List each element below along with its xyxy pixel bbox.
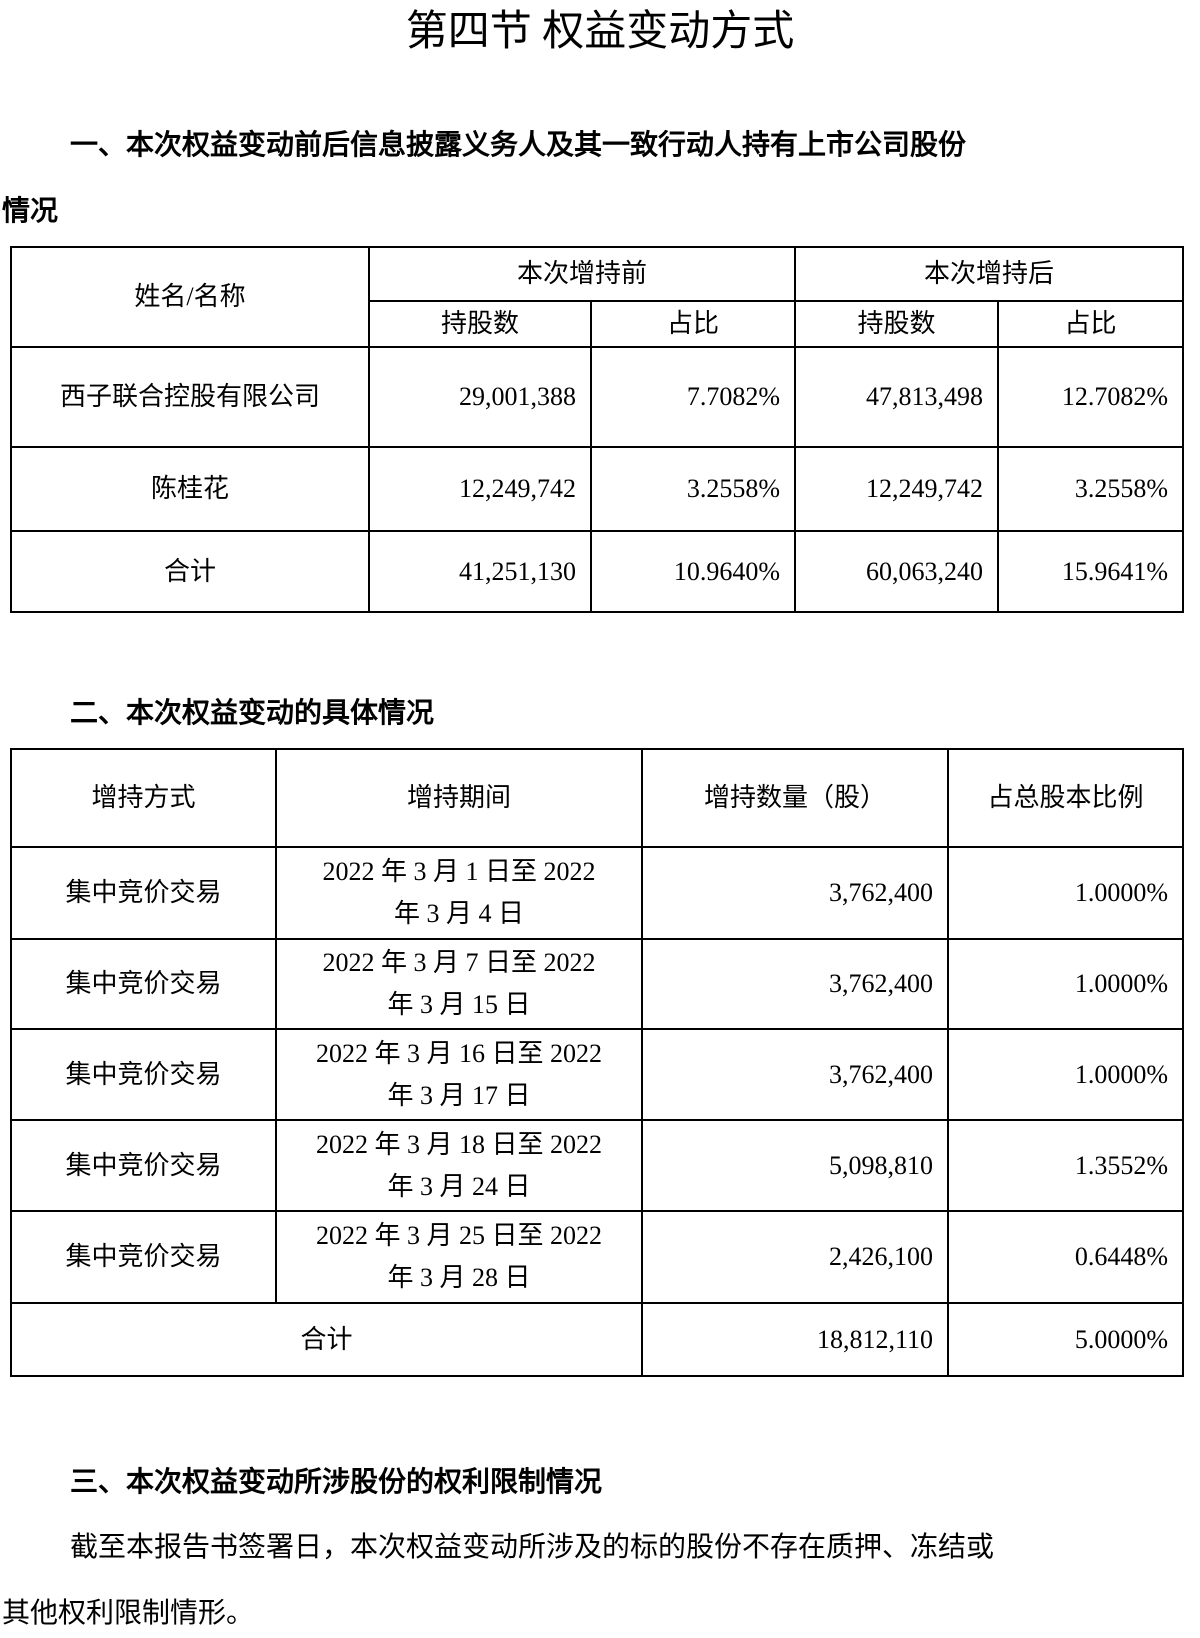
period-line2: 年 3 月 24 日 bbox=[387, 1171, 531, 1201]
after-ratio: 3.2558% bbox=[997, 446, 1185, 532]
table-row: 集中竞价交易 2022 年 3 月 25 日至 2022 年 3 月 28 日 2… bbox=[10, 1210, 1184, 1304]
table-row: 集中竞价交易 2022 年 3 月 16 日至 2022 年 3 月 17 日 3… bbox=[10, 1028, 1184, 1121]
period-line2: 年 3 月 17 日 bbox=[387, 1080, 531, 1110]
period-line2: 年 3 月 28 日 bbox=[387, 1263, 531, 1292]
total-ratio: 5.0000% bbox=[947, 1302, 1184, 1377]
before-shares: 12,249,742 bbox=[368, 446, 592, 532]
table-row: 陈桂花 12,249,742 3.2558% 12,249,742 3.2558… bbox=[10, 446, 1185, 532]
holder-name: 陈桂花 bbox=[10, 446, 370, 532]
period: 2022 年 3 月 1 日至 2022 年 3 月 4 日 bbox=[275, 846, 643, 940]
table-row-total: 合计 41,251,130 10.9640% 60,063,240 15.964… bbox=[10, 530, 1185, 613]
holdings-table: 姓名/名称 本次增持前 本次增持后 持股数 占比 持股数 占比 西子联合控股有限… bbox=[10, 246, 1185, 613]
after-ratio: 12.7082% bbox=[997, 346, 1185, 448]
shares-header: 持股数 bbox=[368, 300, 592, 348]
section1-heading-cont: 情况 bbox=[2, 196, 59, 227]
before-header: 本次增持前 bbox=[367, 246, 797, 302]
section3-heading: 三、本次权益变动所涉股份的权利限制情况 bbox=[70, 1467, 603, 1498]
table-row: 西子联合控股有限公司 29,001,388 7.7082% 47,813,498… bbox=[10, 346, 1185, 448]
before-shares: 29,001,388 bbox=[368, 346, 592, 448]
period: 2022 年 3 月 16 日至 2022 年 3 月 17 日 bbox=[275, 1028, 643, 1121]
period-line1: 2022 年 3 月 16 日至 2022 bbox=[315, 1038, 602, 1068]
total-quantity: 18,812,110 bbox=[641, 1302, 949, 1377]
method: 集中竞价交易 bbox=[10, 938, 277, 1030]
period: 2022 年 3 月 18 日至 2022 年 3 月 24 日 bbox=[275, 1119, 643, 1212]
ratio: 1.0000% bbox=[947, 938, 1184, 1030]
before-shares: 41,251,130 bbox=[368, 530, 592, 613]
method: 集中竞价交易 bbox=[10, 1210, 277, 1304]
section2-heading: 二、本次权益变动的具体情况 bbox=[70, 698, 435, 729]
before-ratio: 10.9640% bbox=[589, 530, 797, 613]
period: 2022 年 3 月 7 日至 2022 年 3 月 15 日 bbox=[275, 938, 643, 1030]
quantity: 3,762,400 bbox=[641, 846, 949, 940]
method: 集中竞价交易 bbox=[10, 846, 277, 940]
quantity-header: 增持数量（股） bbox=[641, 748, 949, 848]
name-header: 姓名/名称 bbox=[10, 246, 370, 348]
after-shares: 60,063,240 bbox=[794, 530, 1000, 613]
ratio: 1.0000% bbox=[947, 1028, 1184, 1121]
period-header: 增持期间 bbox=[275, 748, 643, 848]
ratio: 0.6448% bbox=[947, 1210, 1184, 1304]
period-line1: 2022 年 3 月 18 日至 2022 bbox=[315, 1129, 602, 1159]
period-line1: 2022 年 3 月 7 日至 2022 bbox=[322, 948, 596, 977]
ratio-header: 占比 bbox=[589, 300, 797, 348]
quantity: 2,426,100 bbox=[641, 1210, 949, 1304]
after-header: 本次增持后 bbox=[794, 246, 1185, 302]
total-label: 合计 bbox=[10, 1302, 643, 1377]
ratio-header: 占比 bbox=[997, 300, 1185, 348]
after-ratio: 15.9641% bbox=[997, 530, 1185, 613]
period: 2022 年 3 月 25 日至 2022 年 3 月 28 日 bbox=[275, 1210, 643, 1304]
before-ratio: 3.2558% bbox=[589, 446, 797, 532]
shares-header: 持股数 bbox=[794, 300, 1000, 348]
section3-paragraph-line1: 截至本报告书签署日，本次权益变动所涉及的标的股份不存在质押、冻结或 bbox=[70, 1532, 995, 1563]
after-shares: 12,249,742 bbox=[794, 446, 1000, 532]
section1-heading: 一、本次权益变动前后信息披露义务人及其一致行动人持有上市公司股份 bbox=[70, 130, 967, 161]
method: 集中竞价交易 bbox=[10, 1119, 277, 1212]
period-line1: 2022 年 3 月 1 日至 2022 bbox=[322, 857, 596, 886]
after-shares: 47,813,498 bbox=[794, 346, 1000, 448]
quantity: 5,098,810 bbox=[641, 1119, 949, 1212]
method-header: 增持方式 bbox=[10, 748, 277, 848]
quantity: 3,762,400 bbox=[641, 1028, 949, 1121]
before-ratio: 7.7082% bbox=[589, 346, 797, 448]
ratio: 1.3552% bbox=[947, 1119, 1184, 1212]
period-line1: 2022 年 3 月 25 日至 2022 bbox=[315, 1221, 602, 1250]
quantity: 3,762,400 bbox=[641, 938, 949, 1030]
holder-name: 西子联合控股有限公司 bbox=[10, 346, 370, 448]
method: 集中竞价交易 bbox=[10, 1028, 277, 1121]
table-row: 集中竞价交易 2022 年 3 月 18 日至 2022 年 3 月 24 日 5… bbox=[10, 1119, 1184, 1212]
table-row-total: 合计 18,812,110 5.0000% bbox=[10, 1302, 1184, 1377]
ratio-header: 占总股本比例 bbox=[947, 748, 1184, 848]
page-title: 第四节 权益变动方式 bbox=[405, 9, 795, 55]
table-row: 集中竞价交易 2022 年 3 月 1 日至 2022 年 3 月 4 日 3,7… bbox=[10, 846, 1184, 940]
increase-table: 增持方式 增持期间 增持数量（股） 占总股本比例 集中竞价交易 2022 年 3… bbox=[10, 748, 1184, 1377]
ratio: 1.0000% bbox=[947, 846, 1184, 940]
holder-name: 合计 bbox=[10, 530, 370, 613]
table-row: 集中竞价交易 2022 年 3 月 7 日至 2022 年 3 月 15 日 3,… bbox=[10, 938, 1184, 1030]
period-line2: 年 3 月 15 日 bbox=[387, 990, 531, 1019]
section3-paragraph-line2: 其他权利限制情形。 bbox=[2, 1598, 255, 1629]
period-line2: 年 3 月 4 日 bbox=[393, 899, 524, 928]
